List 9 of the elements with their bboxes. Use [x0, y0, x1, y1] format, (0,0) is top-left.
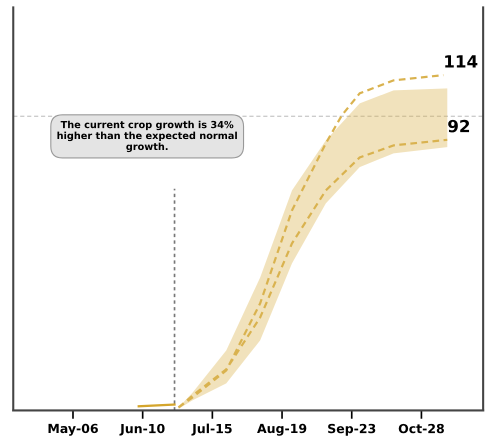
annotation: The current crop growth is 34% higher than the expected normal growth.	[57, 120, 237, 152]
x-tick-label: May-06	[48, 424, 98, 436]
x-tick-label: Oct-28	[398, 424, 444, 434]
x-tick-label: Sep-23	[328, 424, 376, 436]
x-tick-label: Aug-19	[257, 424, 306, 436]
x-tick-label: Jul-15	[191, 424, 232, 436]
data-label: 114	[445, 55, 478, 68]
data-label: 92	[448, 120, 470, 132]
x-tick-label: Jun-10	[119, 424, 165, 436]
